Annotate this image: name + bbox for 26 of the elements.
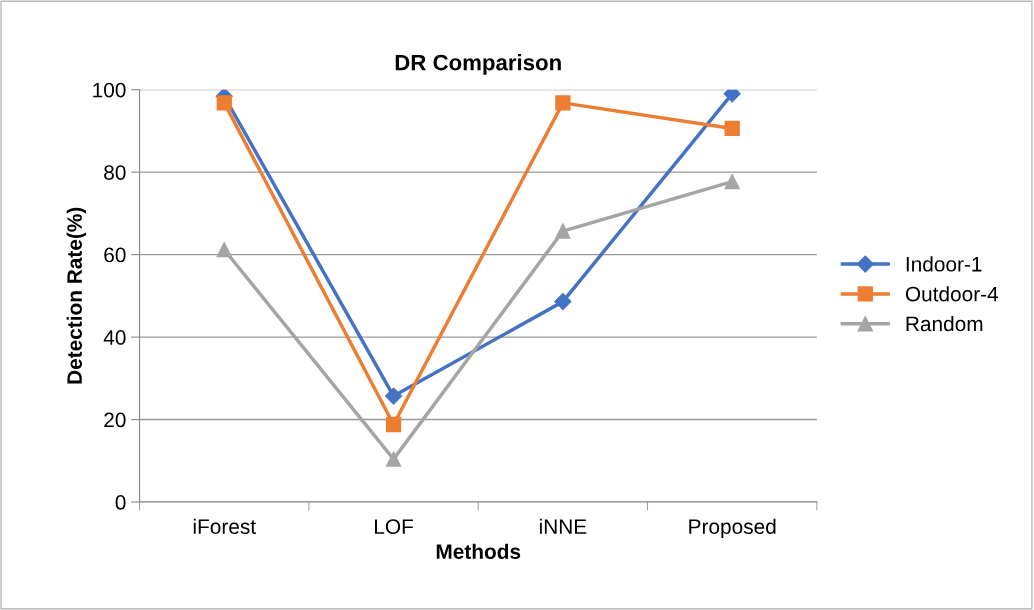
point — [385, 387, 403, 405]
y-tick-label: 40 — [103, 330, 126, 345]
point — [554, 293, 572, 311]
point — [724, 120, 740, 137]
y-tick-label: 100 — [93, 82, 126, 98]
point — [385, 451, 402, 467]
x-axis-title: Methods — [436, 543, 521, 559]
point — [555, 95, 571, 111]
point — [724, 173, 740, 190]
point — [555, 223, 571, 239]
chart-title: DR Comparison — [395, 54, 561, 75]
y-axis-title: Detection Rate(%) — [66, 207, 87, 384]
point — [385, 416, 402, 433]
x-tick-label: LOF — [375, 519, 413, 534]
legend-label: Outdoor-4 — [905, 286, 999, 302]
y-tick-label: 20 — [104, 412, 126, 428]
legend-label: Indoor-1 — [906, 256, 982, 272]
x-tick-label: iNNE — [539, 518, 587, 534]
x-tick-label: iForest — [193, 518, 256, 534]
legend-label: Random — [906, 315, 983, 332]
point — [216, 242, 232, 258]
y-tick-label: 0 — [115, 495, 126, 510]
y-tick-label: 60 — [104, 247, 126, 263]
y-tick-label: 80 — [104, 165, 126, 180]
x-tick-label: Proposed — [689, 518, 776, 539]
point — [216, 95, 232, 111]
